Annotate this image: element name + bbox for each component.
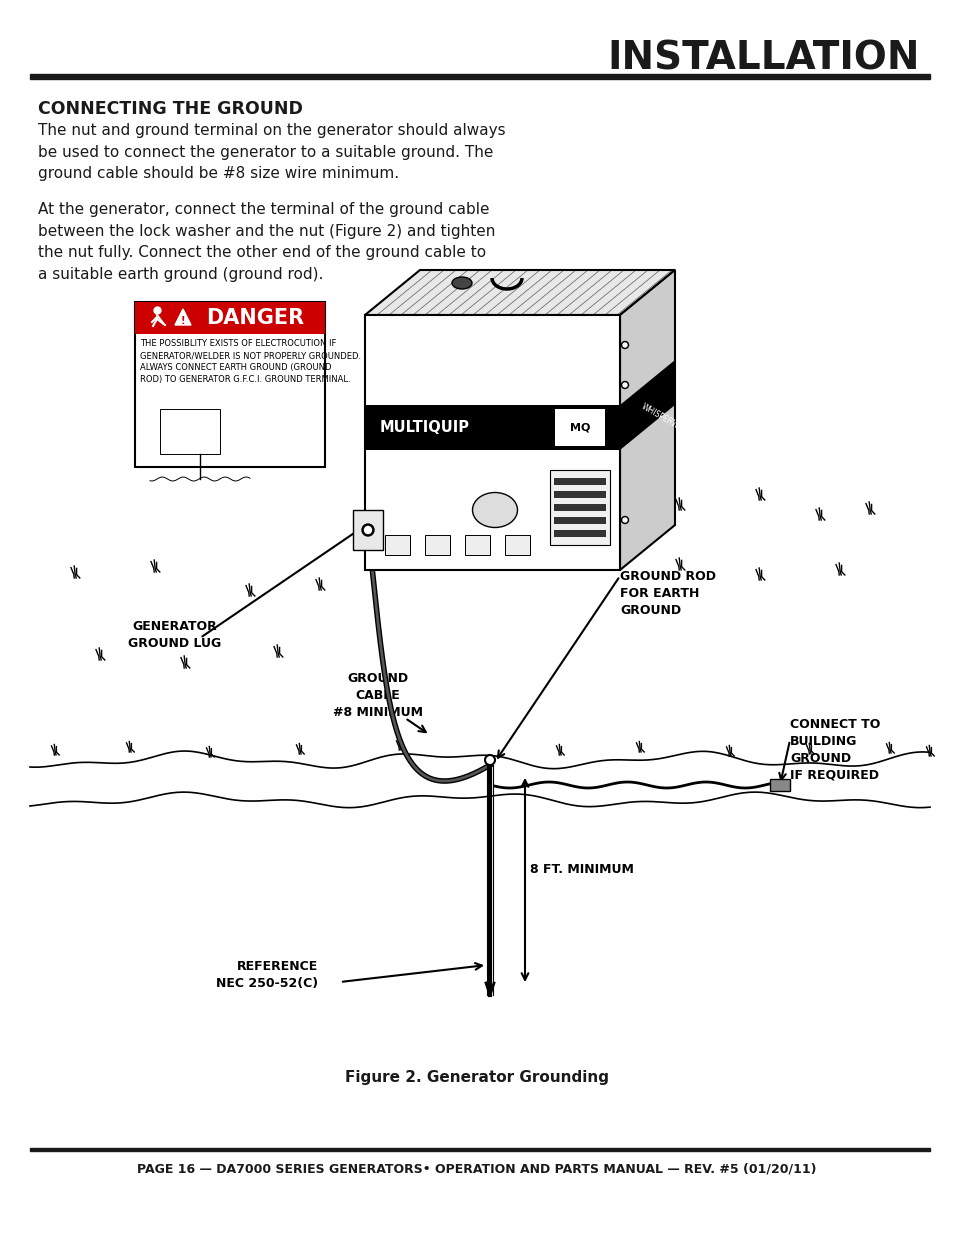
Polygon shape — [365, 270, 675, 315]
Bar — [135, 303, 325, 333]
Text: !: ! — [180, 316, 185, 326]
Bar — [160, 409, 220, 454]
Text: DANGER: DANGER — [206, 308, 304, 329]
Text: INSTALLATION: INSTALLATION — [607, 40, 919, 77]
Circle shape — [620, 516, 628, 524]
Polygon shape — [619, 270, 675, 571]
Text: 8 FT. MINIMUM: 8 FT. MINIMUM — [530, 863, 633, 877]
Bar — [385, 535, 410, 555]
Text: CONNECT TO
BUILDING
GROUND
IF REQUIRED: CONNECT TO BUILDING GROUND IF REQUIRED — [789, 718, 880, 782]
Circle shape — [620, 382, 628, 389]
Circle shape — [622, 517, 626, 522]
Bar — [30, 74, 929, 79]
Bar — [504, 535, 530, 555]
Bar — [554, 517, 605, 524]
Bar — [30, 1149, 929, 1151]
Circle shape — [620, 342, 628, 348]
Bar — [365, 315, 619, 571]
Circle shape — [622, 343, 626, 347]
Polygon shape — [174, 309, 191, 325]
Text: GROUND
CABLE
#8 MINIMUM: GROUND CABLE #8 MINIMUM — [333, 672, 422, 719]
Text: WHISPERWATT: WHISPERWATT — [639, 403, 692, 437]
Text: MULTIQUIP: MULTIQUIP — [379, 420, 470, 435]
Text: CONNECTING THE GROUND: CONNECTING THE GROUND — [38, 100, 302, 119]
Text: The nut and ground terminal on the generator should always
be used to connect th: The nut and ground terminal on the gener… — [38, 124, 505, 182]
Text: GENERATOR
GROUND LUG: GENERATOR GROUND LUG — [129, 620, 221, 650]
Polygon shape — [619, 359, 675, 450]
Bar — [550, 471, 609, 545]
Bar — [769, 779, 789, 790]
Text: PAGE 16 — DA7000 SERIES GENERATORS• OPERATION AND PARTS MANUAL — REV. #5 (01/20/: PAGE 16 — DA7000 SERIES GENERATORS• OPER… — [137, 1163, 816, 1176]
Text: MQ: MQ — [569, 422, 590, 432]
Bar — [554, 530, 605, 537]
Text: At the generator, connect the terminal of the ground cable
between the lock wash: At the generator, connect the terminal o… — [38, 203, 495, 282]
Text: Figure 2. Generator Grounding: Figure 2. Generator Grounding — [345, 1070, 608, 1086]
Text: GROUND ROD
FOR EARTH
GROUND: GROUND ROD FOR EARTH GROUND — [619, 571, 716, 618]
Bar — [555, 409, 604, 446]
Bar — [353, 510, 382, 550]
Circle shape — [484, 755, 495, 764]
Bar — [464, 535, 490, 555]
Ellipse shape — [472, 493, 517, 527]
Bar — [554, 504, 605, 511]
Text: REFERENCE
NEC 250-52(C): REFERENCE NEC 250-52(C) — [215, 960, 317, 990]
Text: THE POSSIBLITY EXISTS OF ELECTROCUTION IF
GENERATOR/WELDER IS NOT PROPERLY GROUN: THE POSSIBLITY EXISTS OF ELECTROCUTION I… — [140, 338, 361, 384]
Ellipse shape — [452, 277, 472, 289]
Bar — [135, 303, 325, 467]
Bar — [554, 492, 605, 498]
Bar — [365, 405, 619, 450]
Circle shape — [364, 526, 371, 534]
Circle shape — [361, 524, 374, 536]
Circle shape — [622, 383, 626, 387]
Bar — [424, 535, 450, 555]
Bar — [554, 478, 605, 485]
